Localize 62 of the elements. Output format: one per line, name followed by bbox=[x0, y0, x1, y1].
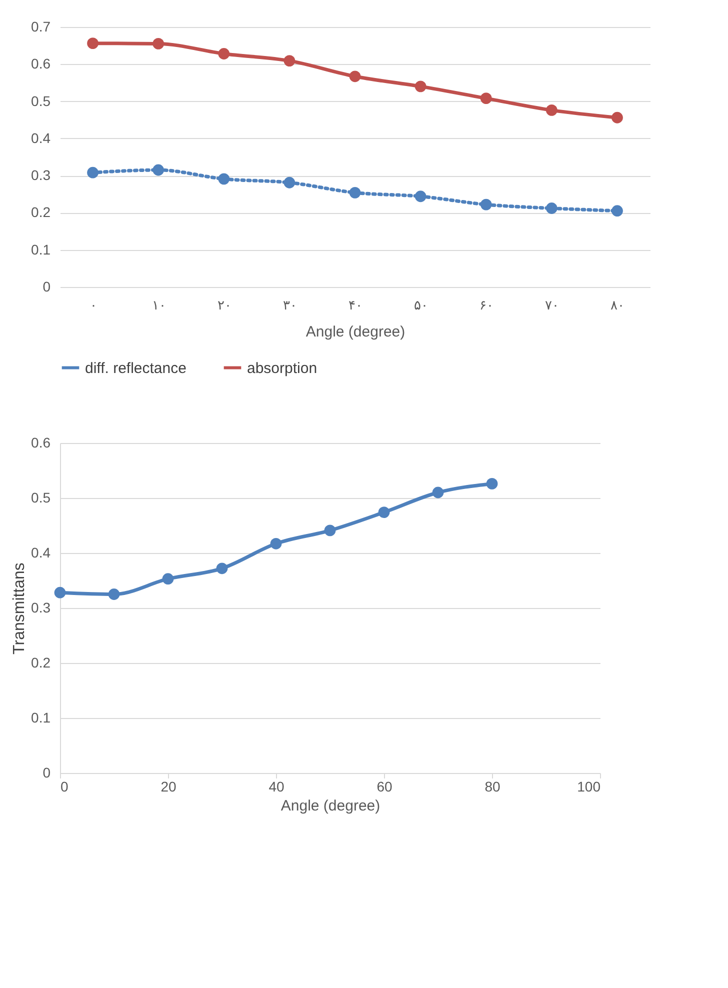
x-tick-label: 20 bbox=[160, 778, 176, 794]
y-tick-label: 0 bbox=[42, 278, 51, 294]
x-tick-label: ۰ bbox=[90, 298, 97, 312]
y-tick-label: 0.3 bbox=[31, 167, 51, 184]
y-tick-label: 0.5 bbox=[31, 490, 51, 506]
x-tick-label: 60 bbox=[376, 778, 392, 794]
point bbox=[87, 38, 98, 50]
x-tick-label: ۵۰ bbox=[414, 298, 428, 312]
point bbox=[480, 92, 492, 104]
point bbox=[414, 190, 426, 202]
y-tick-label: 0.5 bbox=[31, 92, 51, 109]
y-tick-label: 0.1 bbox=[31, 241, 51, 258]
point bbox=[218, 48, 230, 60]
point bbox=[87, 166, 98, 178]
point bbox=[270, 538, 282, 550]
y-tick-label: 0.4 bbox=[31, 130, 51, 146]
point bbox=[612, 112, 623, 124]
x-tick-label: 40 bbox=[268, 778, 284, 794]
x-tick-label: ۴۰ bbox=[348, 298, 362, 312]
x-tick-label: ۸۰ bbox=[610, 298, 625, 312]
point bbox=[378, 506, 390, 518]
y-tick-label: 0 bbox=[42, 764, 51, 780]
y-tick-label: 0.2 bbox=[31, 204, 51, 220]
point bbox=[414, 80, 426, 92]
point bbox=[152, 38, 164, 50]
point bbox=[349, 186, 361, 198]
point bbox=[546, 202, 558, 214]
point bbox=[108, 588, 120, 600]
x-axis-title: Angle (degree) bbox=[306, 324, 406, 340]
point bbox=[546, 104, 558, 116]
point bbox=[486, 478, 498, 490]
point bbox=[218, 173, 230, 185]
y-tick-label: 0.1 bbox=[31, 710, 51, 726]
x-tick-label: ۲۰ bbox=[217, 298, 232, 312]
y-tick-label: 0.7 bbox=[31, 18, 51, 34]
point bbox=[162, 573, 174, 585]
x-tick-label: ۷۰ bbox=[545, 298, 560, 312]
point bbox=[480, 198, 492, 210]
legend-label: absorption bbox=[247, 360, 318, 377]
x-tick-label: 100 bbox=[577, 778, 601, 794]
point bbox=[54, 586, 66, 598]
point bbox=[432, 486, 444, 498]
y-tick-label: 0.3 bbox=[31, 600, 51, 616]
point bbox=[612, 205, 623, 217]
legend-label: diff. reflectance bbox=[85, 360, 186, 377]
x-tick-label: 0 bbox=[60, 778, 68, 794]
x-tick-label: 80 bbox=[484, 778, 500, 794]
point bbox=[324, 524, 336, 536]
y-tick-label: 0.2 bbox=[31, 654, 51, 670]
y-tick-label: 0.4 bbox=[31, 544, 51, 560]
point bbox=[216, 562, 228, 574]
point bbox=[284, 176, 296, 188]
point bbox=[349, 70, 361, 82]
point bbox=[152, 164, 164, 176]
x-tick-label: ۳۰ bbox=[282, 298, 297, 312]
x-axis-title: Angle (degree) bbox=[280, 798, 380, 814]
x-tick-label: ۱۰ bbox=[152, 298, 166, 312]
y-tick-label: 0.6 bbox=[31, 434, 51, 450]
y-tick-label: 0.6 bbox=[31, 56, 51, 72]
x-tick-label: ۶۰ bbox=[480, 298, 494, 312]
y-axis-title: Transmittans bbox=[11, 562, 28, 654]
point bbox=[284, 55, 296, 66]
